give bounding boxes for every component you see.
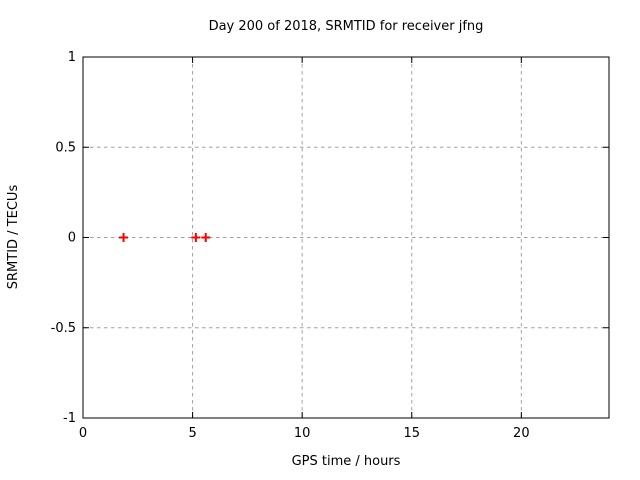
y-tick-label: 0	[68, 231, 76, 246]
y-tick-label: 0.5	[55, 140, 76, 155]
x-tick-label: 10	[294, 426, 311, 441]
y-axis-label: SRMTID / TECUs	[6, 184, 21, 290]
x-tick-label: 20	[513, 426, 530, 441]
data-point-marker	[191, 233, 201, 242]
y-tick-label: 1	[68, 50, 76, 65]
data-point-marker	[119, 233, 129, 242]
x-axis-label: GPS time / hours	[291, 454, 401, 469]
x-tick-label: 15	[403, 426, 420, 441]
x-tick-label: 5	[188, 426, 196, 441]
data-point-marker	[201, 233, 211, 242]
x-tick-label: 0	[79, 426, 87, 441]
chart-title: Day 200 of 2018, SRMTID for receiver jfn…	[208, 19, 484, 34]
y-tick-label: -0.5	[51, 321, 76, 336]
y-tick-label: -1	[63, 411, 76, 426]
